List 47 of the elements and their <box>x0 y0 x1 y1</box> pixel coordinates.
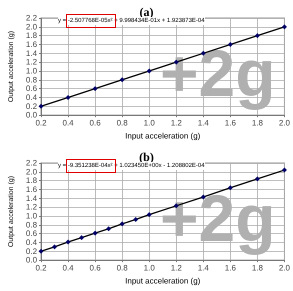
x-tick-label: 0.2 <box>35 264 48 273</box>
x-tick-label: 1.4 <box>198 264 210 273</box>
x-tick-label: 1.6 <box>224 264 236 273</box>
x-tick-label: 1.8 <box>252 118 264 128</box>
x-tick-label: 0.4 <box>62 118 74 128</box>
y-tick-label: 2.2 <box>26 158 38 168</box>
y-tick-label: 1.4 <box>26 194 38 203</box>
x-tick-label: 1.0 <box>144 264 156 273</box>
y-tick-label: 1.8 <box>26 31 38 40</box>
x-tick-label: 1.0 <box>144 118 156 128</box>
x-tick-label: 1.6 <box>224 118 236 128</box>
y-tick-label: 0.0 <box>26 256 38 265</box>
x-tick-label: 0.8 <box>116 118 128 128</box>
y-tick-label: 1.6 <box>26 40 38 49</box>
x-axis-title: Input acceleration (g) <box>125 276 201 286</box>
y-tick-label: 1.6 <box>26 184 38 194</box>
y-tick-label: 2.0 <box>26 22 38 32</box>
x-tick-label: 1.4 <box>198 118 210 128</box>
x-tick-label: 2.0 <box>278 264 291 273</box>
x-tick-label: 0.6 <box>90 118 102 128</box>
y-tick-label: 2.2 <box>26 14 38 22</box>
y-tick-label: 1.0 <box>26 211 38 220</box>
y-tick-label: 1.4 <box>26 48 38 58</box>
y-tick-label: 0.6 <box>26 84 38 94</box>
x-tick-label: 1.2 <box>170 118 182 128</box>
y-tick-label: 0.4 <box>26 92 38 102</box>
y-tick-label: 2.0 <box>26 167 38 176</box>
y-tick-label: 0.4 <box>26 238 38 247</box>
x-tick-label: 0.2 <box>35 118 48 128</box>
x-tick-label: 0.6 <box>90 264 102 273</box>
chart-title: (b) <box>139 150 154 164</box>
x-tick-label: 1.2 <box>170 264 182 273</box>
x-tick-label: 2.0 <box>278 118 291 128</box>
x-tick-label: 0.4 <box>62 264 74 273</box>
y-tick-label: 1.0 <box>26 66 38 76</box>
y-tick-label: 0.0 <box>26 110 38 120</box>
y-tick-label: 1.2 <box>26 58 38 67</box>
y-tick-label: 0.6 <box>26 229 38 238</box>
x-tick-label: 0.8 <box>116 264 128 273</box>
x-tick-label: 1.8 <box>252 264 264 273</box>
y-tick-label: 0.8 <box>26 220 38 230</box>
y-tick-label: 1.8 <box>26 176 38 186</box>
y-tick-label: 1.2 <box>26 202 38 212</box>
y-tick-label: 0.2 <box>26 246 38 256</box>
x-axis-title: Input acceleration (g) <box>125 132 201 140</box>
y-tick-label: 0.8 <box>26 75 38 84</box>
y-tick-label: 0.2 <box>26 102 38 111</box>
